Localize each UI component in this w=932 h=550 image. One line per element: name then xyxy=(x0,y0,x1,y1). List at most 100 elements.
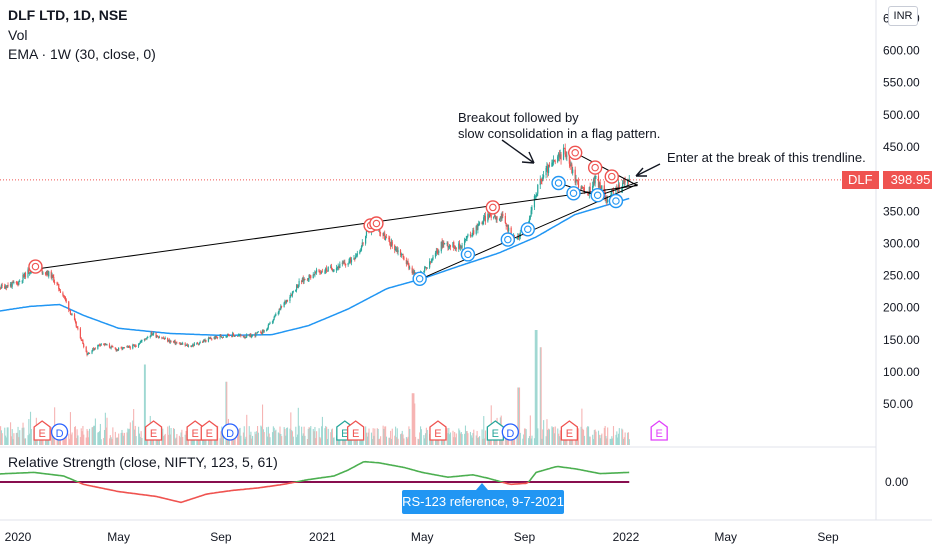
volume-bar xyxy=(269,437,271,445)
volume-bar xyxy=(286,427,289,445)
volume-bar xyxy=(417,438,419,445)
candle-body xyxy=(236,336,239,337)
candle-body xyxy=(580,187,582,190)
volume-bar xyxy=(278,433,280,445)
volume-bar xyxy=(27,435,29,445)
volume-bar xyxy=(308,427,310,445)
candle-body xyxy=(204,339,206,342)
volume-bar xyxy=(89,428,91,445)
volume-bar xyxy=(233,437,235,445)
candle-body xyxy=(622,182,625,184)
candle-body xyxy=(88,352,91,354)
candle-body xyxy=(501,214,503,219)
candle-body xyxy=(331,269,333,272)
candle-body xyxy=(228,335,230,337)
candle-body xyxy=(187,344,189,347)
candle-body xyxy=(127,346,129,348)
candle-body xyxy=(429,261,432,263)
candle-body xyxy=(179,343,181,345)
relative-strength-legend[interactable]: Relative Strength (close, NIFTY, 123, 5,… xyxy=(8,454,278,470)
candle-body xyxy=(109,347,111,349)
candle-body xyxy=(518,236,520,238)
volume-bar xyxy=(244,438,246,445)
candle-body xyxy=(454,247,457,249)
ema-legend[interactable]: EMA · 1W (30, close, 0) xyxy=(8,46,156,62)
volume-bar xyxy=(304,435,306,445)
volume-bar xyxy=(574,437,576,445)
candlesticks xyxy=(0,143,630,357)
volume-bar xyxy=(529,415,531,445)
candle-body xyxy=(168,339,170,343)
volume-legend[interactable]: Vol xyxy=(8,27,28,43)
volume-bar xyxy=(531,435,533,445)
volume-bar xyxy=(476,430,478,445)
volume-bar xyxy=(173,428,175,445)
candle-body xyxy=(595,176,597,178)
candle-body xyxy=(239,334,241,336)
candle-body xyxy=(388,237,390,240)
currency-button[interactable]: INR xyxy=(888,6,918,26)
volume-bar xyxy=(467,433,469,445)
volume-bar xyxy=(94,418,96,445)
candle-body xyxy=(145,338,147,340)
candle-body xyxy=(178,342,180,344)
volume-bar xyxy=(239,427,241,445)
candle-body xyxy=(263,330,265,332)
candle-body xyxy=(574,169,576,183)
volume-bar xyxy=(168,434,170,445)
candle-body xyxy=(110,346,112,349)
candle-body xyxy=(81,340,83,341)
candle-body xyxy=(582,187,585,189)
volume-bar xyxy=(324,428,326,445)
volume-bar xyxy=(424,433,427,445)
candle-body xyxy=(116,349,118,351)
volume-bar xyxy=(91,427,93,445)
volume-bar xyxy=(301,435,304,445)
candle-body xyxy=(192,344,195,346)
volume-bar xyxy=(377,428,379,445)
volume-bar xyxy=(263,432,265,445)
volume-bar xyxy=(400,433,402,445)
volume-bar xyxy=(376,428,378,445)
pivot-low-marker-inner xyxy=(593,191,602,199)
volume-bar xyxy=(487,436,489,445)
candle-body xyxy=(434,252,437,257)
candle-body xyxy=(256,332,258,334)
candle-body xyxy=(424,267,427,268)
candle-body xyxy=(407,261,409,264)
chart-title[interactable]: DLF LTD, 1D, NSE xyxy=(8,7,128,23)
candle-body xyxy=(476,226,478,230)
volume-bar xyxy=(202,437,205,445)
candle-body xyxy=(260,331,262,334)
volume-bar xyxy=(226,381,228,445)
candle-body xyxy=(399,250,402,256)
volume-bar xyxy=(18,437,20,445)
candle-body xyxy=(292,291,294,292)
volume-bar xyxy=(582,428,584,445)
candle-body xyxy=(547,166,549,173)
candle-body xyxy=(414,272,416,274)
volume-bar xyxy=(533,438,536,445)
volume-bar xyxy=(17,426,19,445)
candle-body xyxy=(65,299,67,302)
candle-body xyxy=(385,237,388,239)
volume-bar xyxy=(423,435,425,445)
candle-body xyxy=(128,346,130,347)
volume-bar xyxy=(108,438,111,445)
candle-body xyxy=(461,245,463,248)
earnings-label: E xyxy=(38,428,45,440)
candle-body xyxy=(11,281,13,287)
volume-bar xyxy=(182,437,184,445)
candle-body xyxy=(170,341,172,342)
volume-bar xyxy=(618,428,620,445)
volume-bar xyxy=(99,423,101,445)
pivot-high-marker-inner xyxy=(31,262,40,271)
volume-bar xyxy=(548,429,551,445)
candle-body xyxy=(221,336,223,338)
candle-body xyxy=(347,262,349,266)
volume-bar xyxy=(87,430,89,445)
candle-body xyxy=(132,345,135,346)
candle-body xyxy=(581,186,583,190)
candle-body xyxy=(601,185,603,190)
volume-bar xyxy=(461,434,463,445)
